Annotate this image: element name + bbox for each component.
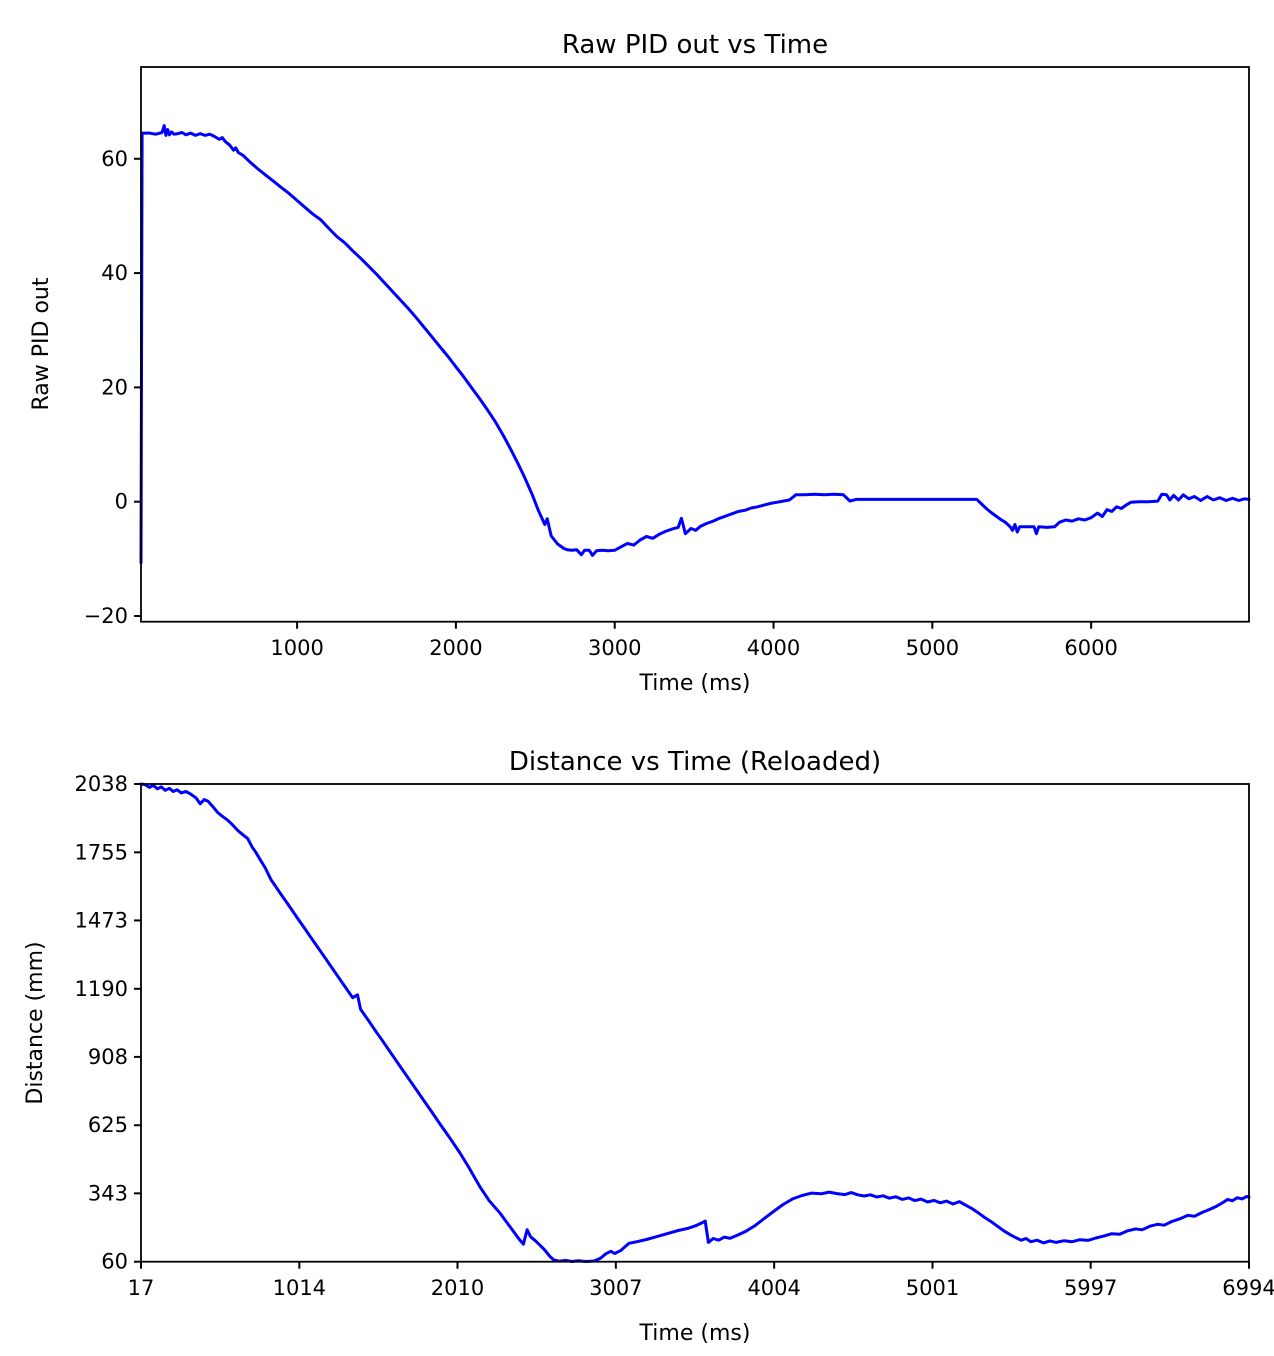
- chart-title: Distance vs Time (Reloaded): [509, 747, 881, 777]
- x-tick-label: 5997: [1064, 1276, 1117, 1300]
- data-line: [139, 124, 1251, 565]
- y-tick-label: 2038: [75, 772, 128, 796]
- x-tick-label: 5000: [906, 636, 959, 660]
- y-tick-label: 0: [115, 490, 128, 514]
- x-tick-label: 3007: [589, 1276, 642, 1300]
- y-tick-label: 625: [88, 1113, 128, 1137]
- y-tick-label: 20: [101, 375, 128, 399]
- axes-frame: [140, 66, 1250, 623]
- x-tick-label: 2000: [429, 636, 482, 660]
- x-axis-label: Time (ms): [639, 1321, 751, 1346]
- x-tick-label: 17: [128, 1276, 155, 1300]
- y-axis-label: Distance (mm): [23, 941, 48, 1104]
- y-tick-label: −20: [84, 604, 128, 628]
- axes-frame: [140, 783, 1250, 1263]
- x-tick-label: 6000: [1064, 636, 1117, 660]
- x-tick-label: 1014: [273, 1276, 326, 1300]
- y-tick-label: 1190: [75, 977, 128, 1001]
- y-axis-label: Raw PID out: [29, 277, 54, 410]
- y-tick-label: 60: [101, 1250, 128, 1274]
- x-tick-label: 5001: [906, 1276, 959, 1300]
- plot-area: 17 1014 2010 3007 4004 5001 5997 6994 60 343 625 90…: [75, 772, 1274, 1300]
- pid-output-chart: Raw PID out vs Time Time (ms) Raw PID ou…: [29, 30, 1251, 696]
- distance-chart: Distance vs Time (Reloaded) Time (ms) Di…: [23, 747, 1274, 1346]
- y-tick-label: 1755: [75, 840, 128, 864]
- x-tick-label: 4000: [747, 636, 800, 660]
- y-tick-label: 40: [101, 261, 128, 285]
- y-tick-label: 60: [101, 147, 128, 171]
- plot-area: 1000 2000 3000 4000 5000 6000 −20 0 20 40 60: [84, 66, 1251, 660]
- y-tick-label: 908: [88, 1045, 128, 1069]
- chart-title: Raw PID out vs Time: [562, 30, 828, 60]
- data-line: [139, 782, 1251, 1263]
- x-axis-label: Time (ms): [639, 671, 751, 696]
- y-tick-label: 343: [88, 1181, 128, 1205]
- x-tick-label: 2010: [431, 1276, 484, 1300]
- x-tick-label: 1000: [270, 636, 323, 660]
- y-tick-label: 1473: [75, 908, 128, 932]
- x-tick-label: 4004: [747, 1276, 800, 1300]
- x-tick-label: 6994: [1222, 1276, 1274, 1300]
- x-tick-label: 3000: [588, 636, 641, 660]
